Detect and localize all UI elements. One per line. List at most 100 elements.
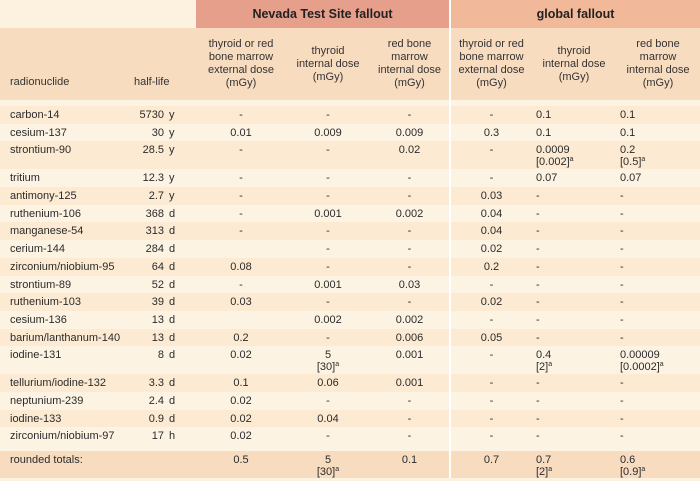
- half-life-value: 12.3: [130, 169, 166, 188]
- nts-thyroid-dose: 0.06: [286, 374, 370, 392]
- global-rbm-dose: 0.1: [616, 123, 700, 142]
- radionuclide-name: manganese-54: [0, 222, 130, 241]
- nts-thyroid-dose: -: [286, 187, 370, 205]
- table-row: ruthenium-106 368 d -0.001 0.002 0.04- -: [0, 204, 700, 223]
- nts-rbm-dose: -: [370, 293, 450, 311]
- half-life-value: 17: [130, 427, 166, 445]
- table-row: strontium-90 28.5 y - -0.02-0.0009 [0.002]a 0.…: [0, 141, 700, 170]
- radionuclide-name: zirconium/niobium-95: [0, 257, 130, 276]
- half-life-unit: y: [166, 106, 196, 124]
- table-row: cesium-136 13 d 0.002 0.002- - -: [0, 310, 700, 329]
- nts-external-dose: 0.2: [196, 328, 286, 347]
- global-rbm-dose: -: [616, 204, 700, 223]
- global-thyroid-dose: -: [532, 391, 616, 410]
- global-rbm-dose: -: [616, 187, 700, 205]
- half-life-unit: d: [166, 257, 196, 276]
- nts-external-dose: -: [196, 169, 286, 188]
- header-nts-rbm: red bone marrow internal dose (mGy): [370, 28, 450, 100]
- footnote-marker: a: [335, 466, 340, 473]
- radionuclide-name: strontium-90: [0, 141, 130, 170]
- table-row: barium/lanthanum-140 13 d 0.2-0.006 0.05- -: [0, 328, 700, 347]
- radionuclide-name: zirconium/niobium-97: [0, 427, 130, 445]
- global-external-dose: 0.02: [449, 293, 532, 311]
- nts-rbm-dose: 0.02: [370, 141, 450, 170]
- half-life-value: 0.9: [130, 409, 166, 428]
- global-rbm-dose: -: [616, 409, 700, 428]
- half-life-unit: d: [166, 222, 196, 241]
- nts-thyroid-dose: 0.04: [286, 409, 370, 428]
- header-half-life: half-life: [130, 28, 196, 100]
- nts-external-dose: -: [196, 141, 286, 170]
- nts-external-dose: 0.02: [196, 346, 286, 375]
- half-life-unit: d: [166, 409, 196, 428]
- nts-external-dose: -: [196, 275, 286, 294]
- global-thyroid-dose: -: [532, 310, 616, 329]
- nts-rbm-dose: 0.002: [370, 310, 450, 329]
- nts-external-dose: 0.01: [196, 123, 286, 142]
- group-header-row: Nevada Test Site fallout global fallout: [0, 0, 700, 28]
- global-rbm-dose: 0.1: [616, 106, 700, 124]
- half-life-unit: d: [166, 204, 196, 223]
- nts-external-dose: 0.02: [196, 427, 286, 445]
- header-global-thyroid: thyroid internal dose (mGy): [532, 28, 616, 100]
- global-external-dose: -: [449, 275, 532, 294]
- global-thyroid-dose: -: [532, 222, 616, 241]
- half-life-value: 13: [130, 328, 166, 347]
- global-external-dose: -: [449, 409, 532, 428]
- radionuclide-name: cesium-137: [0, 123, 130, 142]
- global-thyroid-dose: -: [532, 427, 616, 445]
- nts-thyroid-dose: -: [286, 427, 370, 445]
- nts-thyroid-dose: 0.002: [286, 310, 370, 329]
- half-life-unit: d: [166, 293, 196, 311]
- global-external-dose: -: [449, 169, 532, 188]
- table-row: neptunium-239 2.4 d 0.02- - - - -: [0, 391, 700, 410]
- global-external-dose: 0.04: [449, 222, 532, 241]
- half-life-unit: d: [166, 328, 196, 347]
- nts-thyroid-dose: -: [286, 169, 370, 188]
- half-life-unit: h: [166, 427, 196, 445]
- half-life-unit: y: [166, 123, 196, 142]
- half-life-unit: y: [166, 187, 196, 205]
- nts-thyroid-dose: 0.001: [286, 275, 370, 294]
- global-external-dose: -: [449, 106, 532, 124]
- table-row: iodine-131 8 d 0.02 5 [30]a 0.001-0.4 [2]a 0.000…: [0, 346, 700, 375]
- half-life-value: 13: [130, 310, 166, 329]
- nts-external-dose: -: [196, 222, 286, 241]
- total-nts-thyroid: 5 [30]a: [286, 451, 370, 478]
- table-body: carbon-14 5730 y - - - -0.1 0.1 cesium-137 30 y 0.0…: [0, 100, 700, 478]
- nts-rbm-dose: 0.03: [370, 275, 450, 294]
- radionuclide-name: ruthenium-106: [0, 204, 130, 223]
- half-life-unit: y: [166, 141, 196, 170]
- totals-row: rounded totals: 0.5 5 [30]a 0.1 0.7 0.7 [2]a 0.6…: [0, 451, 700, 478]
- global-thyroid-dose: -: [532, 293, 616, 311]
- radionuclide-name: iodine-131: [0, 346, 130, 375]
- table-row: carbon-14 5730 y - - - -0.1 0.1: [0, 106, 700, 124]
- total-nts-external: 0.5: [196, 451, 286, 478]
- half-life-unit: y: [166, 169, 196, 188]
- header-global-rbm: red bone marrow internal dose (mGy): [616, 28, 700, 100]
- table-row: cerium-144 284 d - -0.02- -: [0, 240, 700, 258]
- total-global-thyroid: 0.7 [2]a: [532, 451, 616, 478]
- radionuclide-name: antimony-125: [0, 187, 130, 205]
- nts-rbm-dose: -: [370, 240, 450, 258]
- global-thyroid-dose: -: [532, 328, 616, 347]
- footnote-marker: a: [548, 361, 553, 369]
- half-life-unit: d: [166, 240, 196, 258]
- footnote-marker: a: [548, 466, 553, 473]
- nts-rbm-dose: 0.009: [370, 123, 450, 142]
- table-row: tritium 12.3 y - - - -0.07 0.07: [0, 169, 700, 188]
- radionuclide-name: ruthenium-103: [0, 293, 130, 311]
- table-row: cesium-137 30 y 0.01 0.009 0.009 0.3 0.1 0.1: [0, 123, 700, 142]
- global-thyroid-dose: 0.1: [532, 106, 616, 124]
- footnote-marker: a: [569, 156, 574, 164]
- header-nts-thyroid: thyroid internal dose (mGy): [286, 28, 370, 100]
- global-thyroid-dose: 0.4 [2]a: [532, 346, 616, 375]
- nts-thyroid-dose: -: [286, 257, 370, 276]
- global-rbm-dose: -: [616, 374, 700, 392]
- nts-rbm-dose: -: [370, 187, 450, 205]
- nts-thyroid-dose: -: [286, 141, 370, 170]
- radionuclide-name: neptunium-239: [0, 391, 130, 410]
- global-rbm-dose: -: [616, 328, 700, 347]
- radionuclide-name: cesium-136: [0, 310, 130, 329]
